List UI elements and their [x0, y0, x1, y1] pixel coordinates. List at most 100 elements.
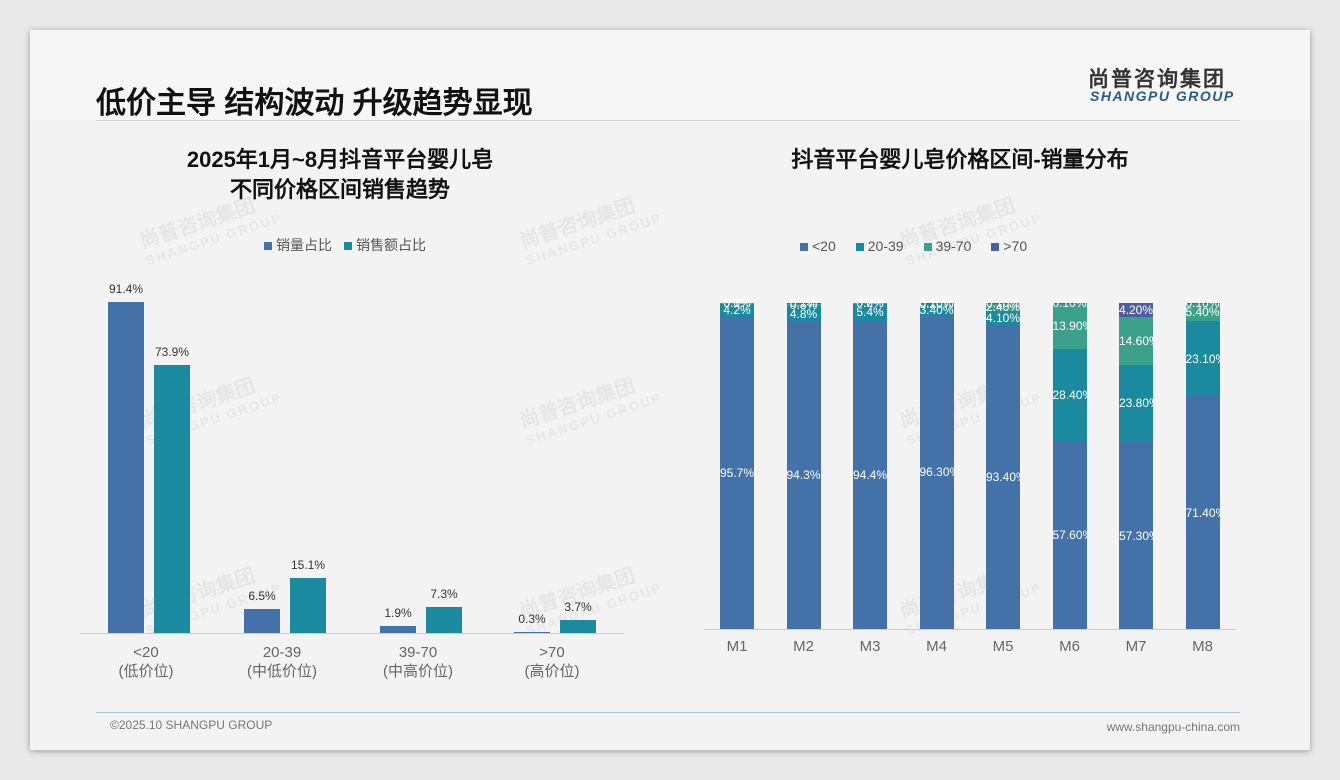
segment-label: 0.10%	[986, 296, 1020, 311]
legend-swatch	[264, 242, 272, 251]
bar-sales	[560, 619, 596, 633]
segment-20-39	[1052, 348, 1087, 442]
x-label: M4	[926, 638, 947, 655]
stacked-bar-M2: 94.3% 4.8% 0.8% 0.1%	[786, 296, 821, 629]
footer-copyright: ©2025.10 SHANGPU GROUP	[110, 718, 273, 732]
legend-swatch	[923, 243, 932, 252]
bar-volume	[380, 626, 416, 633]
data-label: 6.5%	[248, 589, 276, 604]
segment-label: 57.60%	[1052, 528, 1087, 543]
stacked-bar-M6: 57.60% 28.40% 13.90% 0.10%	[1052, 296, 1087, 629]
segment-label: 23.80%	[1119, 396, 1153, 411]
segment-label: 5.40%	[1185, 305, 1220, 320]
x-label: M6	[1059, 638, 1080, 655]
segment-label: 0.1%	[723, 296, 751, 311]
x-label: 39-70 (中高价位)	[383, 644, 453, 680]
x-axis	[704, 629, 1236, 630]
data-label: 0.3%	[518, 611, 546, 626]
segment-label: 0.10%	[1052, 296, 1087, 311]
segment-label: 0.1%	[789, 296, 818, 311]
legend-item-volume: 销量占比	[264, 235, 332, 255]
segment-20-39	[786, 305, 821, 322]
segment-20-39	[853, 303, 887, 322]
segment-<20	[786, 321, 821, 629]
logo-en: SHANGPU GROUP	[1090, 88, 1235, 104]
segment->70	[1119, 303, 1153, 318]
segment-39-70	[1185, 303, 1220, 321]
segment-label: 71.40%	[1185, 505, 1220, 520]
stacked-bar-M5: 93.40% 4.10%2.40%0.10%	[986, 296, 1020, 629]
stacked-bar-M7: 57.30% 23.80% 14.60% 4.20%	[1119, 303, 1153, 629]
segment-39-70	[1119, 317, 1153, 365]
legend-label: >70	[1003, 238, 1028, 254]
x-axis	[80, 633, 624, 634]
left-chart-title-line1: 2025年1月~8月抖音平台婴儿皂	[186, 147, 494, 172]
segment-20-39	[1185, 320, 1220, 397]
legend-swatch	[991, 243, 1000, 252]
data-label: 7.3%	[430, 586, 458, 601]
segment-20-39	[919, 303, 954, 316]
segment-39-70	[853, 303, 887, 304]
segment-20-39	[720, 303, 754, 318]
bar-sales	[290, 578, 326, 633]
segment-label: 0.2%	[856, 296, 884, 311]
segment-label: 3.40%	[919, 302, 954, 317]
legend-item-gt70: >70	[991, 238, 1027, 254]
watermark: 尚普咨询集团 SHANGPU GROUP	[896, 194, 1045, 269]
left-chart-title: 2025年1月~8月抖音平台婴儿皂 不同价格区间销售趋势	[130, 145, 550, 205]
segment-label: 93.40%	[986, 469, 1020, 484]
stacked-bar-M8: 71.40% 23.10% 5.40%0.10%	[1185, 296, 1220, 629]
segment-39-70	[786, 303, 821, 306]
segment-label: 0.0%	[723, 296, 751, 310]
segment-39-70	[1052, 303, 1087, 349]
legend-swatch	[344, 242, 352, 251]
legend-label: 销售额占比	[356, 237, 426, 253]
legend-item-39-70: 39-70	[923, 238, 972, 254]
segment-label: 4.10%	[986, 310, 1020, 325]
segment-39-70	[919, 303, 954, 304]
x-label: M5	[992, 638, 1014, 655]
bar-sales	[426, 606, 462, 633]
page-title: 低价主导 结构波动 升级趋势显现	[96, 87, 533, 120]
right-chart-legend: <20 20-39 39-70 >70	[800, 238, 1027, 254]
legend-label: <20	[812, 238, 836, 254]
logo-cn: 尚普咨询集团	[1088, 68, 1226, 91]
x-label: M2	[793, 638, 814, 655]
segment-label: 5.4%	[856, 305, 884, 320]
footer-website: www.shangpu-china.com	[1106, 720, 1240, 734]
segment-<20	[1052, 441, 1087, 629]
left-chart-legend: 销量占比 销售额占比	[264, 235, 426, 255]
segment-label: 23.10%	[1185, 351, 1220, 366]
segment-label: 2.40%	[986, 300, 1020, 315]
header	[30, 30, 1310, 120]
stacked-bar-M3: 94.4% 5.4% 0.2% 0.0%	[853, 296, 887, 629]
segment-label: 4.8%	[789, 306, 818, 321]
segment-<20	[986, 324, 1020, 629]
segment-label: 4.2%	[723, 303, 751, 318]
legend-item-20-39: 20-39	[855, 238, 904, 254]
stacked-bar-M1: 95.7% 4.2% 0.1% 0.0%	[720, 296, 754, 629]
bar-volume	[244, 609, 280, 633]
segment-<20	[919, 315, 954, 629]
bar-volume	[514, 631, 550, 633]
legend-swatch	[855, 243, 864, 252]
segment-label: 96.30%	[919, 465, 954, 480]
legend-label: 20-39	[867, 238, 904, 254]
segment-label: 28.40%	[1052, 387, 1087, 402]
segment-<20	[1119, 442, 1153, 629]
footer-divider	[96, 712, 1240, 713]
slide: 低价主导 结构波动 升级趋势显现 尚普咨询集团 SHANGPU GROUP 尚普…	[30, 30, 1310, 750]
x-label: 20-39 (中低价位)	[247, 644, 317, 680]
data-label: 1.9%	[384, 606, 412, 621]
segment-39-70	[986, 303, 1020, 312]
segment-label: 0.0%	[856, 296, 884, 310]
x-label: M3	[859, 638, 881, 655]
divider	[96, 120, 1240, 121]
watermark: 尚普咨询集团 SHANGPU GROUP	[516, 374, 665, 449]
segment-label: 0.10%	[919, 296, 954, 311]
segment-<20	[1185, 396, 1220, 629]
bar-sales	[154, 365, 190, 633]
segment-label: 57.30%	[1119, 528, 1153, 543]
segment-label: 94.3%	[786, 468, 821, 483]
legend-label: 39-70	[935, 238, 972, 254]
